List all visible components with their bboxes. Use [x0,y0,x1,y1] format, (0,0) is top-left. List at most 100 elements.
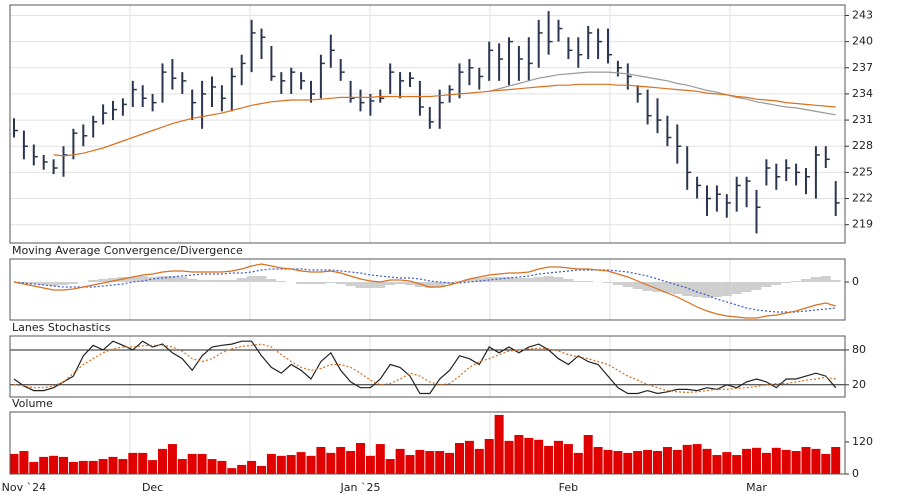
histogram-bar [157,276,168,282]
volume-bar [49,455,59,474]
histogram-bar [622,282,633,287]
histogram-bar [345,282,356,286]
panel-background [10,336,845,397]
volume-bar [39,456,49,474]
volume-bar [19,451,29,474]
histogram-bar [405,282,415,285]
volume-bar [474,448,484,474]
histogram-bar [474,278,485,282]
histogram-bar [315,282,326,284]
volume-bar [445,452,455,474]
panel-title: Moving Average Convergence/Divergence [12,244,243,257]
histogram-bar [197,280,207,282]
volume-bar [29,461,39,474]
histogram-bar [523,278,534,282]
volume-bar [415,449,425,474]
volume-bar [702,448,712,474]
volume-bar [138,452,148,474]
histogram-bar [187,279,198,282]
histogram-bar [226,280,237,282]
volume-bar [662,447,672,474]
y-tick-label: 243 [852,8,873,21]
volume-bar [118,459,128,474]
volume-bar [633,451,643,474]
panel-background [10,5,845,243]
volume-bar [197,453,207,474]
volume-bar [514,434,524,474]
histogram-bar [137,276,148,282]
histogram-bar [513,278,524,282]
y-tick-label: 237 [852,61,873,74]
y-tick-label: 219 [852,218,873,231]
volume-bar [524,437,534,474]
histogram-bar [781,282,792,283]
y-tick-label: 222 [852,192,873,205]
volume-bar [781,449,791,474]
histogram-bar [632,282,643,289]
panel-border [9,411,846,475]
volume-bar [108,456,118,474]
histogram-bar [751,282,762,290]
histogram-bar [167,276,178,282]
histogram-bar [741,282,752,292]
histogram-bar [276,281,287,282]
volume-bar [346,451,356,474]
histogram-bar [761,282,772,287]
volume-bar [613,451,623,474]
volume-bar [732,455,742,474]
x-tick-label: Jan `25 [340,481,381,494]
histogram-bar [127,277,138,282]
panel-border [9,335,846,398]
histogram-bar [306,282,316,284]
volume-bar [821,453,831,474]
x-tick-label: Feb [559,481,578,494]
volume-bar [682,444,692,474]
volume-bar [9,453,19,474]
histogram-bar [563,279,574,282]
stochastic-line [13,340,837,395]
volume-bar [593,447,603,474]
volume-bar [326,452,336,474]
volume-bar [791,451,801,474]
histogram-bar [355,282,366,288]
histogram-bar [771,282,782,285]
histogram-bar [682,282,693,296]
volume-bar [563,444,573,474]
volume-bar [672,449,682,474]
panel-border [9,4,846,244]
y-tick-label: 228 [852,139,873,152]
volume-bar [544,445,554,474]
volume-bar [464,440,474,474]
volume-bar [643,449,653,474]
volume-bar [722,452,732,474]
histogram-bar [68,282,79,284]
volume-bar [712,455,722,474]
macd-line [13,263,836,319]
y-tick-label: 120 [852,435,873,448]
volume-bar [336,447,346,474]
histogram-bar [365,282,376,288]
volume-bar [375,444,385,474]
histogram-bar [494,277,504,282]
histogram-bar [98,279,108,282]
volume-bar [692,444,702,474]
volume-bar [831,447,841,474]
volume-bar [296,452,306,474]
histogram-bar [702,282,712,298]
histogram-bar [810,277,821,282]
histogram-bar [216,280,227,282]
histogram-bar [504,277,514,282]
histogram-bar [38,282,49,285]
histogram-bar [325,282,336,283]
panel-border [9,258,846,321]
histogram-bar [553,277,564,282]
histogram-bar [108,278,118,282]
x-tick-label: Dec [142,481,163,494]
histogram-bar [711,282,722,297]
histogram-bar [147,277,158,282]
panel-title: Volume [12,397,53,410]
stochastic-line [13,343,836,394]
volume-bar [98,459,108,474]
histogram-bar [464,279,475,282]
volume-bar [78,460,88,474]
